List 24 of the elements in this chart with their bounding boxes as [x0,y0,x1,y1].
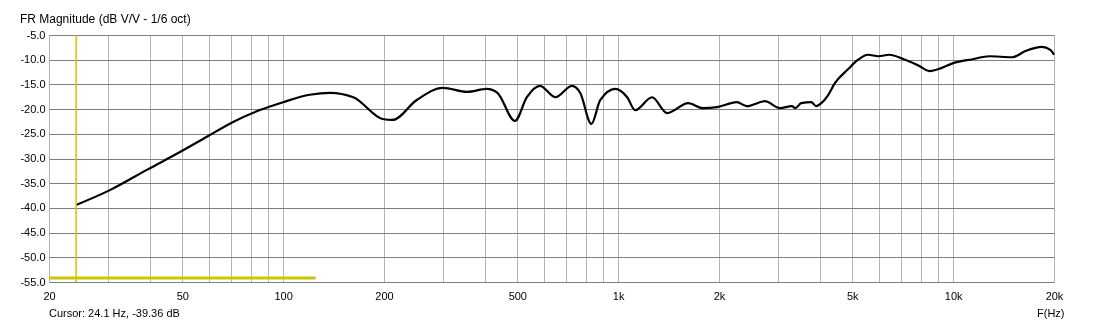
y-tick-label: -25.0 [20,127,46,140]
x-tick-label: 500 [508,289,527,302]
y-tick-label: -10.0 [20,53,46,66]
x-tick-label: 5k [847,289,860,302]
x-axis-title: F(Hz) [1037,306,1065,319]
x-tick-label: 20 [43,289,56,302]
y-tick-label: -5.0 [26,28,46,41]
x-tick-label: 50 [176,289,189,302]
y-tick-label: -35.0 [20,176,46,189]
x-tick-label: 20k [1045,289,1064,302]
x-tick-label: 100 [274,289,293,302]
chart-title: FR Magnitude (dB V/V - 1/6 oct) [19,12,191,26]
y-tick-label: -55.0 [20,275,46,288]
y-tick-label: -30.0 [20,152,46,164]
x-tick-label: 2k [713,289,726,302]
y-tick-label: -15.0 [20,77,46,90]
y-tick-label: -20.0 [20,102,46,115]
y-tick-label: -50.0 [20,250,46,263]
text: Cursor: 24.1 Hz, -39.36 dB [49,307,180,319]
y-tick-label: -45.0 [20,226,46,239]
x-tick-label: 200 [375,289,394,302]
x-tick-label: 10k [944,289,964,302]
x-tick-label: 1k [612,289,625,302]
y-tick-label: -40.0 [20,201,46,214]
